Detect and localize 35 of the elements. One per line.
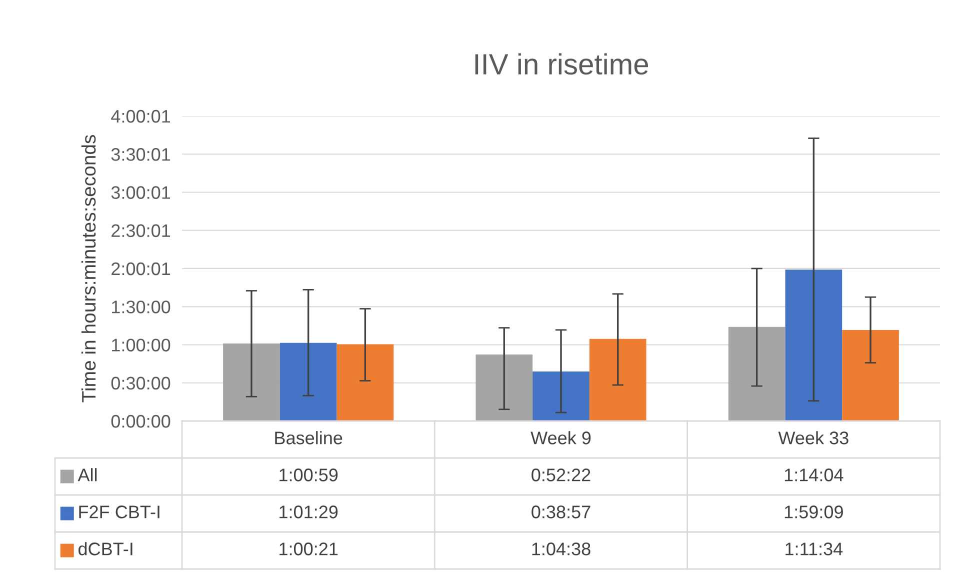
bar xyxy=(785,270,842,421)
data-label: 1:01:29 xyxy=(280,506,338,518)
legend-label: All xyxy=(78,468,97,482)
x-tick-label: Baseline xyxy=(275,431,342,444)
data-label: 0:38:57 xyxy=(532,506,590,518)
data-label: 1:00:21 xyxy=(280,542,338,556)
y-tick-label: 4:00:01 xyxy=(111,110,170,123)
bar xyxy=(476,354,533,421)
data-label: 1:59:09 xyxy=(784,506,843,518)
y-tick-label: 3:30:01 xyxy=(111,148,170,161)
y-axis-title: Time in hours:minutes:seconds xyxy=(81,135,96,402)
y-tick-label: 2:30:01 xyxy=(112,224,170,238)
y-tick-label: 0:00:00 xyxy=(111,414,170,428)
y-tick-label: 0:30:00 xyxy=(111,376,170,390)
data-label: 1:04:38 xyxy=(532,542,590,556)
data-label: 1:11:34 xyxy=(786,542,843,556)
data-label: 1:00:59 xyxy=(280,468,338,482)
x-tick-label: Week 9 xyxy=(530,431,591,444)
bar xyxy=(842,330,899,421)
bar xyxy=(280,342,337,421)
y-tick-label: 2:00:01 xyxy=(112,262,170,276)
y-tick-label: 1:30:00 xyxy=(112,300,170,314)
bar xyxy=(728,326,786,421)
chart-title: IIV in risetime xyxy=(475,53,648,75)
legend-label: F2F CBT-I xyxy=(79,506,160,518)
bar xyxy=(336,344,394,421)
data-label: 0:52:22 xyxy=(532,468,590,482)
y-tick-label: 3:00:01 xyxy=(111,186,170,199)
x-tick-label: Week 33 xyxy=(778,431,848,444)
data-label: 1:14:04 xyxy=(784,468,844,482)
legend-label: dCBT-I xyxy=(78,542,132,556)
bar xyxy=(532,372,590,421)
bar xyxy=(589,338,646,421)
y-tick-label: 1:00:00 xyxy=(112,338,170,352)
bar xyxy=(223,344,280,421)
